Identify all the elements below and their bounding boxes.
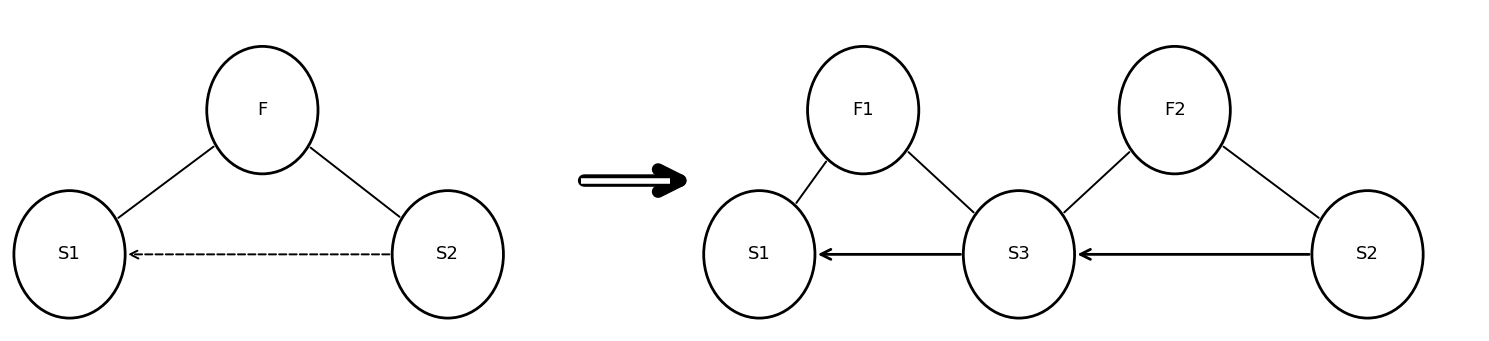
Text: S2: S2 <box>1356 246 1379 263</box>
Text: S3: S3 <box>1008 246 1030 263</box>
Ellipse shape <box>1120 46 1230 174</box>
Text: F1: F1 <box>852 101 874 119</box>
Text: S1: S1 <box>58 246 80 263</box>
Text: F2: F2 <box>1164 101 1185 119</box>
Ellipse shape <box>207 46 319 174</box>
Text: S1: S1 <box>747 246 771 263</box>
Ellipse shape <box>392 191 503 318</box>
Ellipse shape <box>13 191 125 318</box>
Ellipse shape <box>963 191 1075 318</box>
Text: S2: S2 <box>436 246 459 263</box>
Ellipse shape <box>1312 191 1423 318</box>
Text: F: F <box>258 101 268 119</box>
Ellipse shape <box>807 46 919 174</box>
Ellipse shape <box>704 191 814 318</box>
